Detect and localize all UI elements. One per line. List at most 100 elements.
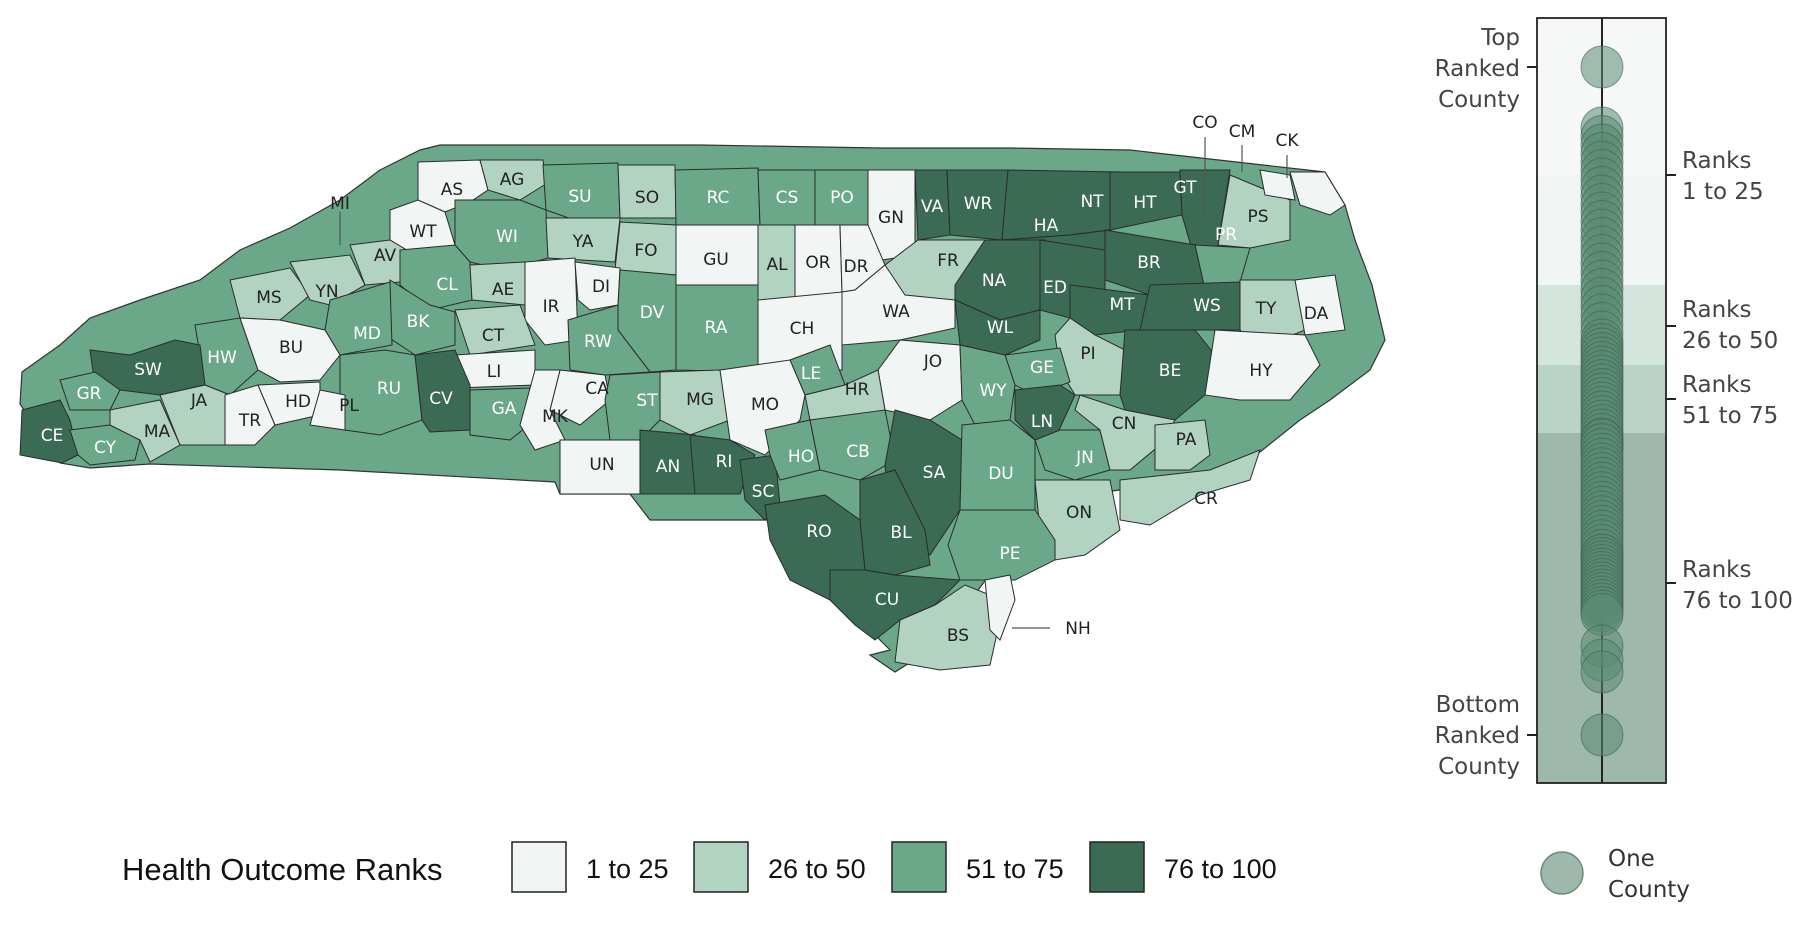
- label-BU: BU: [279, 338, 303, 358]
- label-TR: TR: [238, 411, 261, 431]
- county-RW[interactable]: [567, 304, 651, 376]
- label-ST: ST: [636, 391, 658, 411]
- county-CT[interactable]: [454, 304, 536, 356]
- county-WS[interactable]: [1139, 281, 1241, 331]
- callout-CM: CM: [1229, 122, 1256, 142]
- county-TR[interactable]: [224, 384, 276, 446]
- county-CR[interactable]: [1119, 449, 1261, 526]
- label-OR: OR: [805, 253, 830, 273]
- one-county-label-line-2: County: [1608, 877, 1690, 903]
- rank-label-76-100-line-2: 76 to 100: [1682, 588, 1793, 614]
- label-RW: RW: [584, 332, 612, 352]
- callouts: MI CO CM CK NH: [330, 113, 1299, 639]
- county-CN[interactable]: [1074, 394, 1176, 471]
- label-MS: MS: [256, 288, 281, 308]
- label-SO: SO: [635, 188, 659, 208]
- county-DI[interactable]: [574, 261, 621, 311]
- rank-label-26-50-line-2: 26 to 50: [1682, 328, 1778, 354]
- county-PI[interactable]: [1054, 317, 1126, 396]
- rank-distribution-strip: Top Ranked County Bottom Ranked County R…: [1435, 17, 1793, 784]
- label-HD: HD: [285, 392, 311, 412]
- county-CB[interactable]: [809, 409, 896, 481]
- county-BU[interactable]: [239, 317, 341, 383]
- label-RU: RU: [377, 379, 401, 399]
- label-AE: AE: [492, 280, 514, 300]
- label-RI: RI: [716, 452, 733, 472]
- county-PL[interactable]: [309, 389, 346, 431]
- label-GR: GR: [77, 384, 102, 404]
- rank-label-1-25-line-1: Ranks: [1682, 148, 1751, 174]
- label-ON: ON: [1066, 503, 1092, 523]
- label-SU: SU: [568, 187, 591, 207]
- label-WL: WL: [987, 318, 1014, 338]
- label-CH: CH: [790, 319, 815, 339]
- county-AG[interactable]: [479, 159, 547, 201]
- rank-label-51-75-line-2: 51 to 75: [1682, 403, 1778, 429]
- label-ED: ED: [1043, 278, 1067, 298]
- label-PA: PA: [1176, 430, 1197, 450]
- county-PE[interactable]: [947, 509, 1056, 581]
- county-BE[interactable]: [1119, 329, 1216, 421]
- label-PL: PL: [339, 396, 359, 416]
- county-BL[interactable]: [859, 469, 931, 576]
- label-YA: YA: [572, 232, 594, 252]
- county-MD[interactable]: [324, 281, 393, 356]
- label-DR: DR: [844, 257, 869, 277]
- label-PE: PE: [1000, 544, 1021, 564]
- legend-title: Health Outcome Ranks: [122, 852, 442, 887]
- county-CK: [1289, 171, 1346, 216]
- label-CL: CL: [436, 275, 458, 295]
- county-DA[interactable]: [1294, 274, 1346, 336]
- county-PA[interactable]: [1154, 419, 1211, 471]
- county-MS[interactable]: [229, 267, 311, 321]
- top-label-line-3: County: [1438, 87, 1520, 113]
- label-LE: LE: [801, 364, 821, 384]
- county-GR[interactable]: [59, 371, 121, 411]
- label-CT: CT: [482, 326, 505, 346]
- label-WI: WI: [496, 227, 518, 247]
- county-JO[interactable]: [877, 339, 963, 421]
- label-AN: AN: [656, 457, 680, 477]
- label-AV: AV: [374, 246, 397, 266]
- label-CS: CS: [776, 188, 799, 208]
- label-MK: MK: [542, 407, 569, 427]
- callout-MI: MI: [330, 194, 350, 214]
- county-HY[interactable]: [1204, 329, 1321, 401]
- legend-swatch-2: [693, 841, 749, 893]
- county-DU[interactable]: [959, 419, 1036, 511]
- label-UN: UN: [589, 455, 614, 475]
- legend-label-3: 51 to 75: [966, 854, 1064, 884]
- label-FR: FR: [937, 251, 959, 271]
- label-GE: GE: [1030, 358, 1054, 378]
- rank-label-76-100-line-1: Ranks: [1682, 557, 1751, 583]
- label-WA: WA: [882, 302, 910, 322]
- bottom-label-line-1: Bottom: [1436, 692, 1520, 718]
- label-HT: HT: [1133, 193, 1157, 213]
- one-county-label-line-1: One: [1608, 846, 1655, 872]
- label-IR: IR: [543, 297, 560, 317]
- rank-label-26-50-line-1: Ranks: [1682, 297, 1751, 323]
- label-DA: DA: [1304, 304, 1329, 324]
- label-MG: MG: [686, 390, 714, 410]
- county-IR[interactable]: [524, 257, 579, 346]
- county-YA[interactable]: [545, 217, 621, 263]
- county-MT[interactable]: [1069, 284, 1151, 336]
- county-MA[interactable]: [109, 399, 181, 463]
- county-dots: [1580, 45, 1624, 757]
- legend-swatch-4: [1089, 841, 1145, 893]
- label-WY: WY: [979, 381, 1007, 401]
- legend-swatch-3: [891, 841, 947, 893]
- county-HO[interactable]: [764, 419, 821, 481]
- label-JO: JO: [923, 352, 942, 372]
- label-YN: YN: [314, 282, 338, 302]
- label-DU: DU: [988, 464, 1014, 484]
- label-PR: PR: [1215, 225, 1237, 245]
- top-label-line-2: Ranked: [1435, 56, 1520, 82]
- label-VA: VA: [921, 197, 944, 217]
- label-CB: CB: [846, 442, 870, 462]
- label-HO: HO: [788, 447, 814, 467]
- label-RO: RO: [806, 522, 831, 542]
- county-dot: [1580, 713, 1624, 757]
- label-MO: MO: [751, 395, 779, 415]
